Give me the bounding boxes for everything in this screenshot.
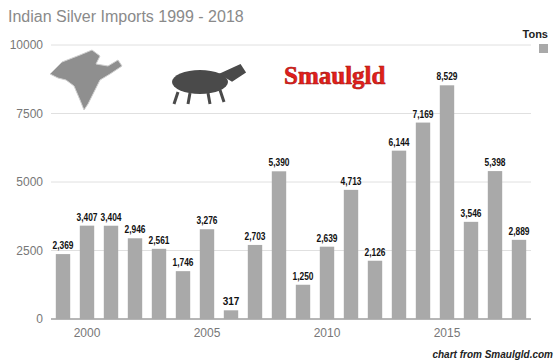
title: Indian Silver Imports 1999 - 2018 [8, 8, 244, 25]
bar [152, 249, 166, 319]
y-tick-label: 10000 [10, 38, 44, 52]
bar [104, 226, 118, 319]
x-tick-label: 2005 [194, 326, 221, 340]
y-tick-label: 2500 [16, 244, 43, 258]
data-label: 7,169 [413, 109, 434, 120]
bar [224, 310, 238, 319]
legend-swatch [539, 44, 548, 53]
x-tick-label: 2010 [314, 326, 341, 340]
chart: 0 2500 5000 7500 10000 2000 2005 2010 2015 2,369 3… [0, 0, 560, 364]
bar [56, 254, 70, 319]
y-tick-label: 0 [36, 312, 43, 326]
data-label: 1,746 [173, 257, 194, 268]
data-label: 5,390 [269, 157, 290, 168]
grid-line [51, 45, 531, 46]
bar [80, 226, 94, 319]
x-axis-line [51, 319, 531, 320]
bar [200, 229, 214, 319]
data-label: 6,144 [389, 137, 410, 148]
bar [440, 85, 454, 319]
source-note: chart from Smaulgld.com [432, 349, 553, 360]
bar [344, 190, 358, 319]
data-label: 2,126 [365, 247, 386, 258]
data-label: 2,703 [245, 231, 266, 242]
data-label: 2,946 [125, 224, 146, 235]
data-label: 3,276 [197, 215, 218, 226]
grid-line [51, 250, 531, 251]
x-tick-label: 2015 [434, 326, 461, 340]
data-label: 5,398 [485, 157, 506, 168]
bars [56, 85, 526, 319]
grid-line [51, 182, 531, 183]
bar [296, 285, 310, 319]
bar [512, 240, 526, 319]
bar [176, 271, 190, 319]
bull-icon-detail [174, 66, 244, 104]
bar [248, 245, 262, 319]
y-tick-label: 7500 [16, 107, 43, 121]
legend-label: Tons [523, 28, 548, 40]
grid-line [51, 319, 531, 320]
bar [392, 151, 406, 319]
bar [464, 222, 478, 319]
data-label: 3,404 [101, 212, 122, 223]
data-label: 2,561 [149, 235, 170, 246]
logo-text: Smaulgld [284, 62, 386, 89]
bar [368, 261, 382, 319]
x-tick-label: 2000 [74, 326, 101, 340]
data-label: 2,889 [509, 226, 530, 237]
data-label: 3,546 [461, 208, 482, 219]
data-label: 8,529 [437, 71, 458, 82]
bar [488, 171, 502, 319]
data-label: 2,639 [317, 233, 338, 244]
data-label: 4,713 [341, 176, 362, 187]
data-label: 2,369 [53, 240, 74, 251]
bar [128, 238, 142, 319]
data-label: 1,250 [293, 271, 314, 282]
bar [416, 123, 430, 319]
y-tick-label: 5000 [16, 175, 43, 189]
bar [320, 247, 334, 319]
bar [272, 171, 286, 319]
grid-line [51, 113, 531, 114]
data-label: 317 [223, 296, 240, 307]
background [0, 0, 560, 364]
data-label: 3,407 [77, 212, 98, 223]
india-map-icon [50, 50, 122, 110]
